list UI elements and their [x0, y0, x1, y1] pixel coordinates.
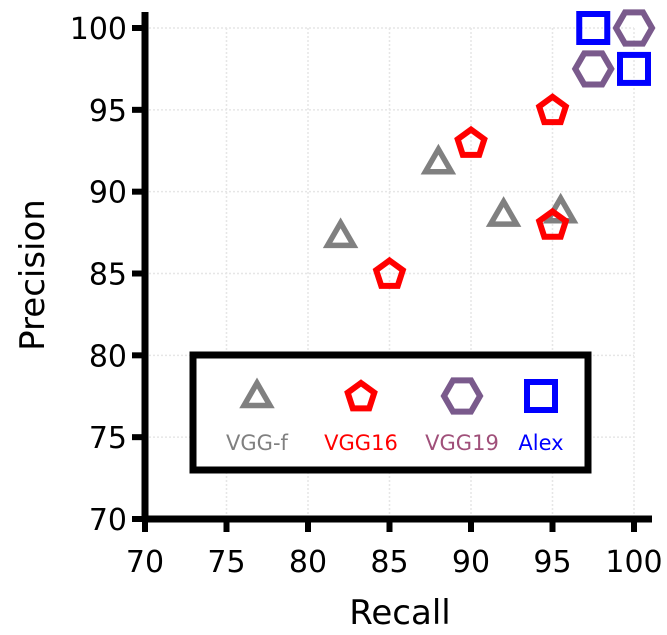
legend-marker-vgg16: [344, 379, 378, 412]
y-tick-label-95: 95: [89, 94, 127, 129]
y-tick-label-85: 85: [89, 258, 127, 293]
legend-items: VGG-f VGG16 VGG19 Alex: [226, 377, 564, 455]
x-tick-label-90: 90: [452, 545, 490, 580]
x-tick-label-70: 70: [126, 545, 164, 580]
x-tick-label-95: 95: [533, 545, 571, 580]
x-tick-label-100: 100: [605, 545, 662, 580]
tick-marks: [132, 25, 637, 532]
legend-label-vgg16: VGG16: [324, 431, 398, 455]
legend-marker-vgg19: [440, 377, 484, 415]
point-vgg19-1: [612, 9, 656, 47]
x-tick-label-75: 75: [207, 545, 245, 580]
tick-labels: 70 75 80 85 90 95 100 70 75 80 85 90 95 100: [70, 12, 663, 580]
x-axis-title: Recall: [349, 593, 450, 633]
point-vgg16-3: [535, 93, 570, 126]
point-alex-2: [617, 51, 651, 86]
y-tick-label-90: 90: [89, 176, 127, 211]
legend: VGG-f VGG16 VGG19 Alex: [189, 351, 592, 474]
point-vgg-f-3: [485, 196, 522, 227]
point-vgg-f-1: [322, 217, 359, 249]
point-vgg16-4: [535, 207, 570, 240]
y-tick-label-70: 70: [89, 503, 127, 538]
legend-label-vgg19: VGG19: [425, 431, 499, 455]
y-tick-label-75: 75: [89, 421, 127, 456]
y-tick-label-80: 80: [89, 339, 127, 374]
point-vgg19-2: [571, 50, 615, 88]
data-points: [322, 9, 656, 289]
x-tick-label-85: 85: [370, 545, 408, 580]
point-vgg-f-2: [420, 143, 457, 175]
x-tick-label-80: 80: [289, 545, 327, 580]
point-vgg16-1: [372, 256, 407, 289]
legend-label-vgg-f: VGG-f: [226, 431, 288, 455]
legend-marker-vgg-f: [239, 377, 275, 409]
point-alex-1: [576, 11, 611, 45]
point-vgg16-2: [454, 125, 488, 158]
legend-marker-alex: [524, 379, 558, 413]
legend-label-alex: Alex: [518, 431, 563, 455]
y-tick-label-100: 100: [70, 12, 127, 47]
legend-box: [189, 351, 592, 474]
y-axis-title: Precision: [13, 199, 53, 351]
